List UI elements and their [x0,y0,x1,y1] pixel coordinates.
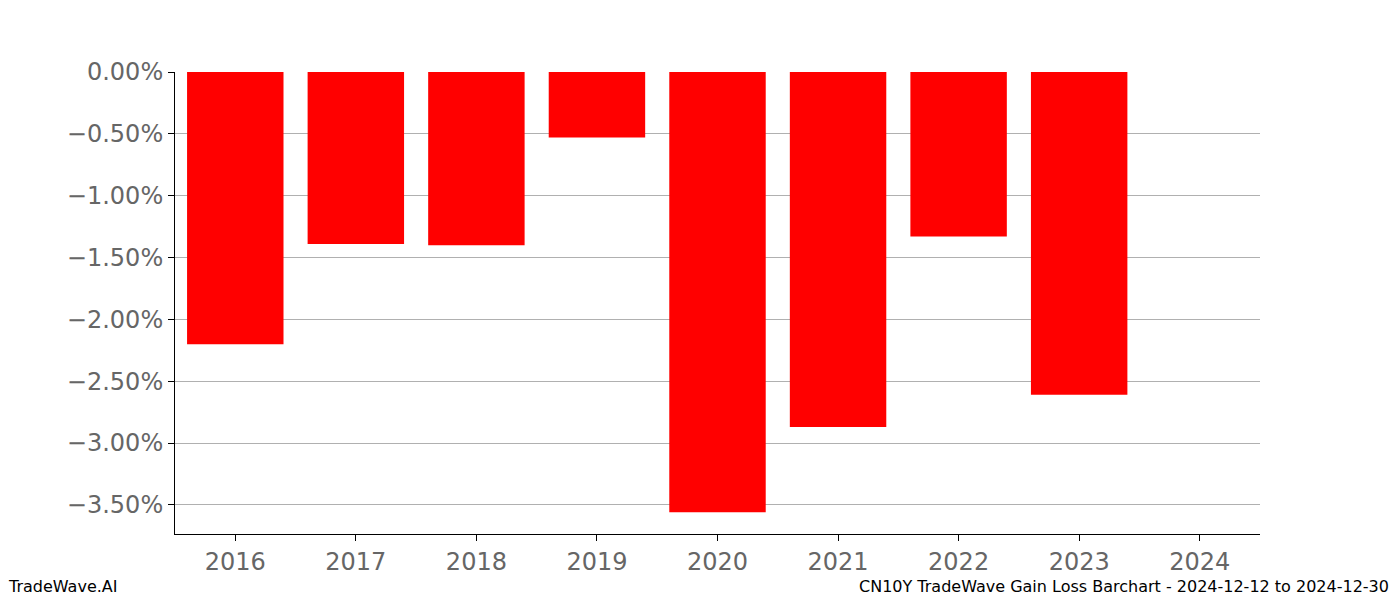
svg-text:2023: 2023 [1049,548,1110,576]
svg-text:CN10Y TradeWave Gain Loss Barc: CN10Y TradeWave Gain Loss Barchart - 202… [859,577,1389,596]
svg-text:2020: 2020 [687,548,748,576]
svg-text:2022: 2022 [928,548,989,576]
svg-text:0.00%: 0.00% [87,58,163,86]
svg-text:TradeWave.AI: TradeWave.AI [8,577,117,596]
svg-text:−3.00%: −3.00% [67,429,163,457]
svg-text:−2.50%: −2.50% [67,368,163,396]
svg-text:−3.50%: −3.50% [67,491,163,519]
svg-text:−1.50%: −1.50% [67,244,163,272]
svg-text:2017: 2017 [325,548,386,576]
svg-text:−2.00%: −2.00% [67,306,163,334]
svg-text:−1.00%: −1.00% [67,182,163,210]
svg-text:2024: 2024 [1169,548,1230,576]
svg-text:2018: 2018 [446,548,507,576]
svg-text:−0.50%: −0.50% [67,120,163,148]
svg-text:2021: 2021 [808,548,869,576]
svg-text:2016: 2016 [205,548,266,576]
svg-text:2019: 2019 [566,548,627,576]
